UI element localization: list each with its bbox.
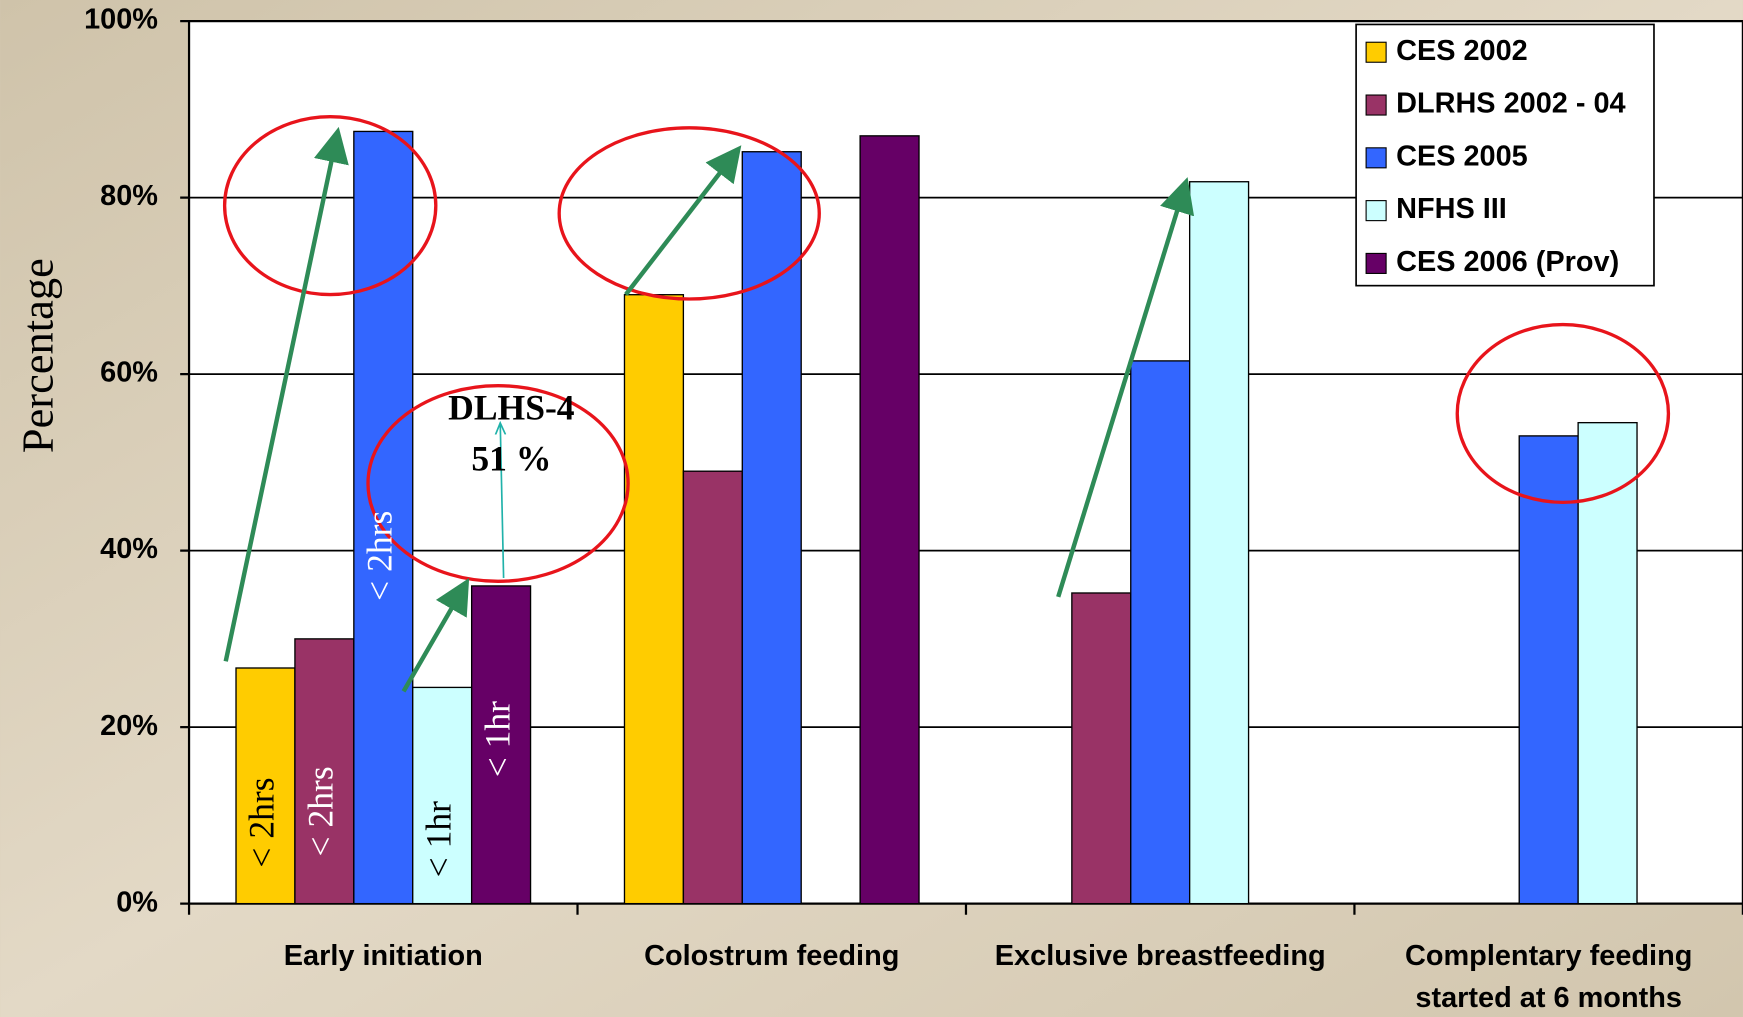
y-tick-label: 20% (100, 710, 158, 742)
bar (1518, 435, 1579, 905)
legend-label: CES 2005 (1396, 140, 1528, 172)
annotation: DLHS-4 (448, 387, 575, 427)
legend-label: CES 2002 (1396, 35, 1528, 67)
bar-annotation: < 1hr (477, 701, 517, 777)
x-tick-label-box: Exclusive breastfeeding (994, 938, 1326, 972)
x-tick-label-box: Colostrum feeding (644, 938, 900, 972)
x-tick-label: Early initiation (283, 938, 483, 972)
x-tick-label: Colostrum feeding (644, 938, 900, 972)
legend-label: DLRHS 2002 - 04 (1396, 88, 1626, 120)
bar-annotation: < 1hr (418, 801, 458, 877)
trend-arrow (401, 578, 470, 693)
y-tick-label: 0% (116, 886, 158, 918)
y-tick-label: 60% (100, 357, 158, 389)
bar (1130, 360, 1191, 905)
trend-arrow (1056, 177, 1195, 598)
overlay: DLHS-4 51 % < 2hrs < 2hrs < 2hrs < 1hr < 1hr (222, 115, 1671, 877)
highlight-ellipse (1455, 322, 1671, 505)
bar (1577, 421, 1638, 905)
highlight-ellipse (557, 126, 821, 301)
bar-annotation: < 2hrs (242, 777, 282, 867)
bar (1071, 592, 1132, 905)
trend-arrow (624, 145, 742, 296)
x-tick-label-box: Complentary feeding started at 6 months (1404, 938, 1693, 1014)
bar (741, 151, 802, 905)
legend-swatch (1365, 252, 1387, 274)
bar (859, 135, 920, 905)
bar (470, 585, 532, 905)
highlight-ellipse (366, 384, 630, 583)
annotation-arrow (500, 425, 503, 578)
legend-box (1355, 23, 1655, 287)
bar (682, 470, 743, 905)
x-tick-label: Exclusive breastfeeding (994, 938, 1326, 972)
legend-swatch (1365, 147, 1387, 169)
y-tick-label: 100% (84, 4, 158, 36)
legend-label: CES 2006 (Prov) (1396, 246, 1619, 278)
bar (623, 294, 685, 905)
bar (412, 686, 473, 905)
bar-annotation: < 2hrs (359, 511, 399, 601)
y-tick-label: 40% (100, 533, 158, 565)
bar (1188, 181, 1250, 905)
annotation: 51 % (471, 439, 551, 479)
legend-label: NFHS III (1396, 193, 1507, 225)
bar (353, 130, 414, 905)
bar-annotation: < 2hrs (301, 766, 341, 856)
legend-swatch (1365, 200, 1387, 222)
legend-swatch (1365, 41, 1387, 63)
legend-swatch (1365, 94, 1387, 116)
plot: 0% 20% 40% 60% 80% 100% Early initiation Colost… (84, 4, 1743, 1014)
x-tick-label: Complentary feeding started at 6 months (1404, 938, 1693, 1014)
x-tick-label-box: Early initiation (283, 938, 483, 972)
highlight-ellipse (222, 115, 438, 297)
bar (294, 638, 355, 905)
y-tick-label: 80% (100, 180, 158, 212)
trend-arrow (223, 126, 349, 662)
y-axis-label: Percentage (13, 258, 63, 453)
